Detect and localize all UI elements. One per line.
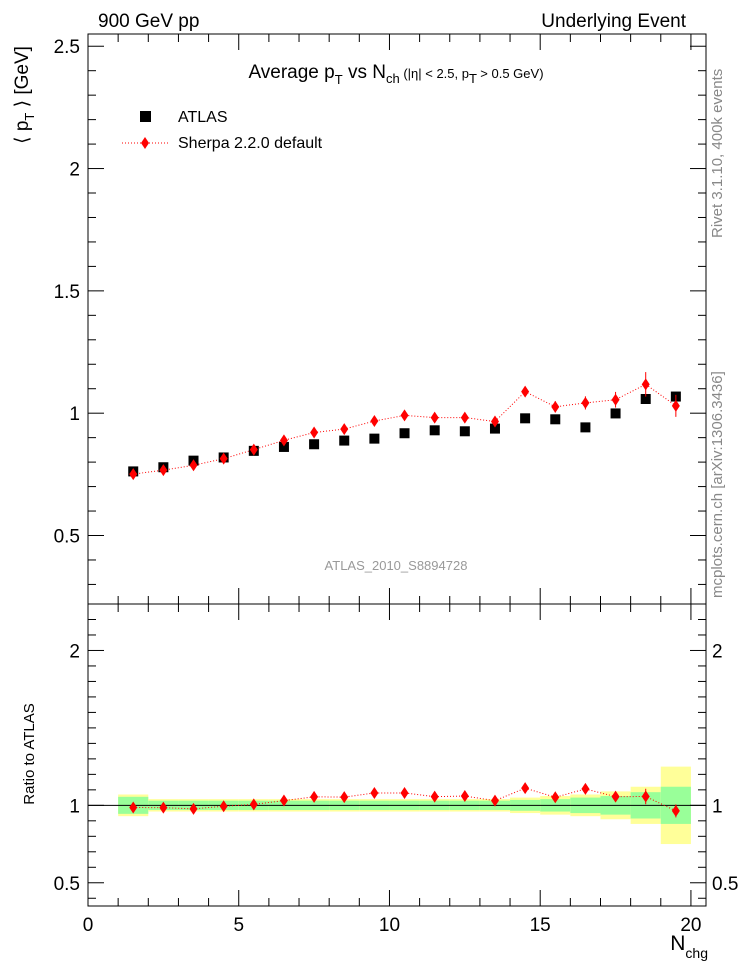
sherpa-point	[611, 393, 620, 406]
atlas-point	[309, 439, 320, 450]
ratio-sherpa-point	[249, 798, 258, 811]
atlas-point	[399, 428, 410, 439]
analysis-label: ATLAS_2010_S8894728	[325, 558, 468, 573]
ratio-sherpa-point	[340, 791, 349, 804]
ratio-sherpa-point	[641, 790, 650, 803]
sherpa-point	[671, 399, 680, 412]
ratio-sherpa-point	[581, 782, 590, 795]
atlas-point	[640, 393, 651, 404]
ratio-sherpa-point	[159, 801, 168, 814]
main-y-axis-label: ⟨ pT ⟩ [GeV]	[12, 46, 37, 144]
y-tick-label: 2	[69, 160, 80, 181]
ratio-sherpa-point	[460, 790, 469, 803]
x-tick-label: 10	[379, 915, 400, 936]
sherpa-point	[370, 415, 379, 428]
atlas-point	[278, 441, 289, 452]
y-tick-label: 0.5	[54, 527, 80, 548]
ratio-sherpa-point	[370, 786, 379, 799]
sherpa-point	[159, 464, 168, 477]
ratio-sherpa-point	[219, 800, 228, 813]
x-axis-label: Nchg	[670, 932, 708, 961]
sherpa-point	[279, 434, 288, 447]
ratio-sherpa-point	[189, 802, 198, 815]
ratio-sherpa-point	[490, 794, 499, 807]
sherpa-point	[219, 452, 228, 465]
sherpa-point	[189, 459, 198, 472]
header-left: 900 GeV pp	[98, 11, 199, 32]
ratio-sherpa-point	[310, 790, 319, 803]
sherpa-point	[641, 378, 650, 391]
ratio-sherpa-point	[430, 790, 439, 803]
header-right: Underlying Event	[541, 11, 686, 32]
x-axis-ticks: 0 5 10 15 20	[83, 34, 701, 936]
ratio-sherpa-point	[279, 794, 288, 807]
ratio-axis-ticks: 0.5 0.5 1 1 2 2	[54, 618, 738, 899]
main-series	[128, 372, 681, 481]
sherpa-point	[310, 426, 319, 439]
main-axis-ticks: 0.5 1 1.5 2 2.5	[54, 37, 706, 585]
ratio-y-tick-label: 0.5	[54, 874, 80, 895]
x-tick-label: 15	[530, 915, 551, 936]
atlas-point	[339, 435, 350, 446]
sherpa-point	[430, 411, 439, 424]
sherpa-point	[521, 385, 530, 398]
ratio-sherpa-point	[129, 801, 138, 814]
ratio-y-tick-label-right: 2	[712, 641, 723, 662]
ratio-panel-frame	[87, 603, 707, 907]
ratio-y-tick-label-right: 0.5	[712, 874, 738, 895]
sherpa-point	[551, 400, 560, 413]
ratio-y-axis-label: Ratio to ATLAS	[21, 703, 38, 804]
y-tick-label: 2.5	[54, 37, 80, 58]
sherpa-point	[400, 409, 409, 422]
mcplots-label: mcplots.cern.ch [arXiv:1306.3436]	[709, 371, 726, 598]
sherpa-point	[460, 411, 469, 424]
rivet-label: Rivet 3.1.10, 400k events	[709, 69, 726, 238]
ratio-sherpa-point	[611, 790, 620, 803]
sherpa-point	[129, 468, 138, 481]
legend-sherpa-label: Sherpa 2.2.0 default	[178, 135, 323, 152]
main-title: Average pT vs Nch (|η| < 2.5, pT > 0.5 G…	[248, 62, 543, 87]
ratio-sherpa-point	[521, 782, 530, 795]
sherpa-point	[249, 443, 258, 456]
legend: ATLAS Sherpa 2.2.0 default	[122, 109, 323, 152]
atlas-point	[369, 433, 380, 444]
x-tick-label: 5	[233, 915, 244, 936]
ratio-sherpa-point	[551, 791, 560, 804]
y-tick-label: 1	[69, 404, 80, 425]
ratio-sherpa-point	[671, 804, 680, 817]
legend-sherpa-marker	[141, 137, 149, 149]
atlas-point	[610, 408, 621, 419]
atlas-point	[429, 425, 440, 436]
sherpa-point	[581, 396, 590, 409]
ratio-y-tick-label: 2	[69, 641, 80, 662]
atlas-point	[520, 413, 531, 424]
ratio-series	[129, 782, 680, 818]
sherpa-point	[340, 423, 349, 436]
ratio-y-tick-label-right: 1	[712, 796, 723, 817]
sherpa-point	[490, 415, 499, 428]
x-tick-label: 20	[680, 915, 701, 936]
legend-atlas-marker	[140, 111, 151, 122]
ratio-sherpa-point	[400, 786, 409, 799]
x-tick-label: 0	[83, 915, 94, 936]
legend-atlas-label: ATLAS	[178, 109, 228, 126]
atlas-point	[550, 414, 561, 425]
ratio-y-tick-label: 1	[69, 796, 80, 817]
atlas-point	[459, 426, 470, 437]
y-tick-label: 1.5	[54, 282, 80, 303]
atlas-point	[580, 422, 591, 433]
atlas-point	[489, 423, 500, 434]
